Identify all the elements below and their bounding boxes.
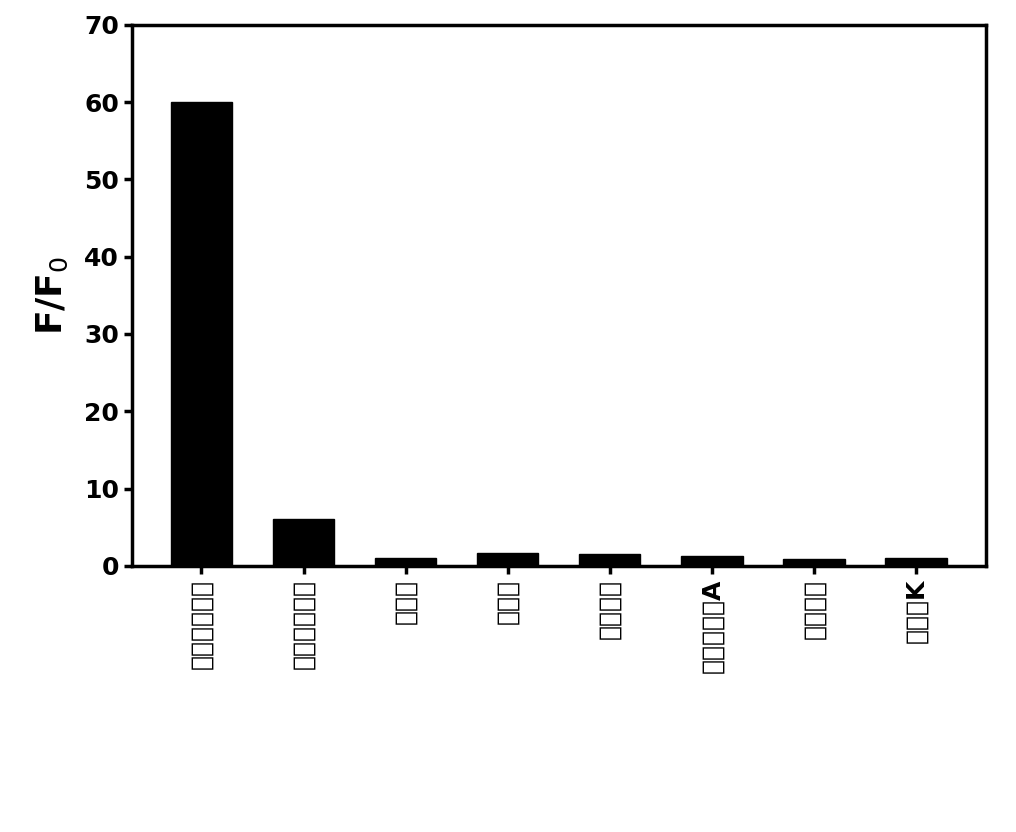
Bar: [171, 102, 232, 566]
Bar: [886, 558, 947, 566]
Bar: [375, 558, 436, 566]
Bar: [579, 554, 640, 566]
Y-axis label: F/F$_0$: F/F$_0$: [35, 255, 70, 335]
Bar: [273, 519, 334, 566]
Bar: [478, 553, 538, 566]
Bar: [682, 557, 743, 566]
Bar: [783, 559, 844, 566]
